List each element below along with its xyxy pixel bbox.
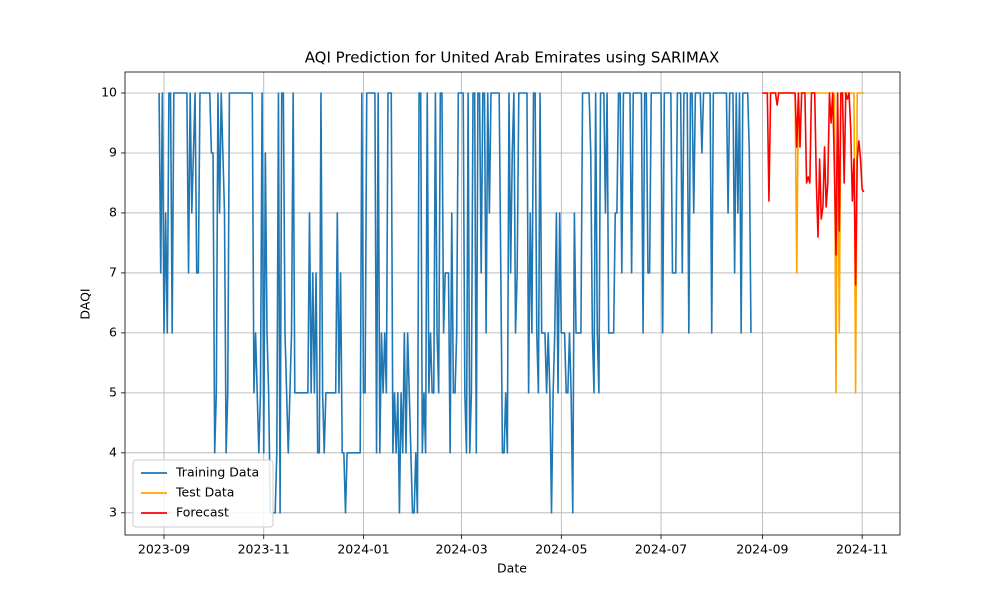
y-tick-label: 8 bbox=[109, 204, 117, 219]
series-line bbox=[762, 92, 865, 286]
x-tick-label: 2024-03 bbox=[435, 542, 487, 557]
x-axis-label: Date bbox=[497, 561, 527, 576]
x-tick-label: 2024-05 bbox=[535, 542, 587, 557]
x-tick-label: 2024-09 bbox=[736, 542, 788, 557]
x-tick-label: 2023-11 bbox=[238, 542, 290, 557]
plot-lines bbox=[158, 92, 865, 514]
y-tick-label: 10 bbox=[101, 84, 117, 99]
x-tick-label: 2024-07 bbox=[635, 542, 687, 557]
legend: Training Data Test Data Forecast bbox=[132, 459, 274, 528]
plot-frame bbox=[124, 71, 901, 536]
y-tick-label: 5 bbox=[109, 384, 117, 399]
axes: 3 4 5 6 7 8 9 10 2023-09 2023-11 2024-01 2024-03 202… bbox=[101, 84, 888, 556]
x-tick-label: 2023-09 bbox=[138, 542, 190, 557]
y-tick-label: 3 bbox=[109, 504, 117, 519]
chart-title: AQI Prediction for United Arab Emirates … bbox=[305, 49, 720, 67]
legend-box bbox=[132, 459, 274, 528]
y-axis-label: DAQI bbox=[78, 288, 93, 319]
y-tick-label: 7 bbox=[109, 264, 117, 279]
x-tick-label: 2024-01 bbox=[337, 542, 389, 557]
legend-label: Training Data bbox=[175, 465, 259, 480]
x-tick-label: 2024-11 bbox=[836, 542, 888, 557]
y-tick-label: 9 bbox=[109, 144, 117, 159]
series-line bbox=[762, 92, 864, 394]
y-tick-label: 6 bbox=[109, 324, 117, 339]
y-tick-label: 4 bbox=[109, 444, 117, 459]
legend-label: Forecast bbox=[176, 505, 229, 520]
series-line bbox=[158, 92, 752, 514]
legend-label: Test Data bbox=[175, 485, 234, 500]
